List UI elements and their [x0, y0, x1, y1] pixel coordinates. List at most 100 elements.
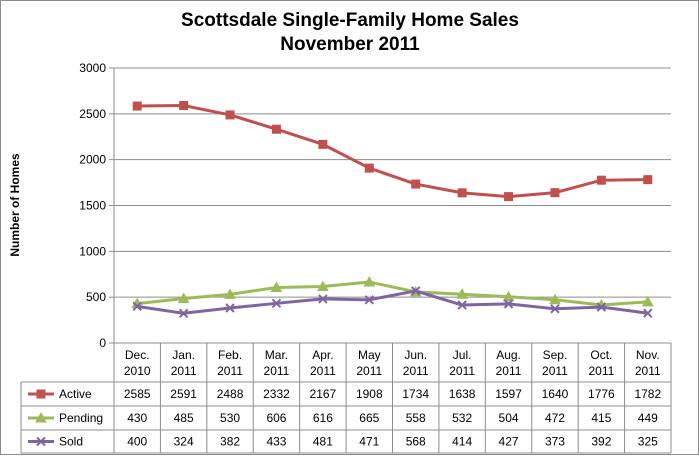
data-point-sold [457, 300, 467, 310]
category-label-month: Apr. [312, 348, 333, 362]
category-label-month: Nov. [636, 348, 660, 362]
data-point-pending [363, 276, 376, 287]
y-tick-label: 3000 [79, 61, 106, 75]
table-cell-active: 1640 [542, 387, 569, 401]
data-point-pending [456, 288, 468, 299]
table-cell-pending: 665 [359, 411, 379, 425]
table-cell-active: 2591 [170, 387, 197, 401]
data-point-active [411, 179, 421, 189]
table-cell-pending: 449 [638, 411, 658, 425]
category-label-month: Jun. [404, 348, 427, 362]
table-cell-active: 2167 [310, 387, 337, 401]
table-cell-active: 1776 [588, 387, 615, 401]
data-point-sold [318, 294, 328, 304]
data-point-pending [317, 280, 329, 292]
data-point-sold [178, 308, 189, 319]
data-point-active [364, 163, 374, 173]
y-axis-title: Number of Homes [8, 153, 22, 257]
table-cell-active: 1597 [495, 387, 522, 401]
y-tick-label: 500 [86, 290, 106, 304]
data-point-sold [271, 298, 282, 309]
category-label-year: 2011 [635, 364, 661, 378]
table-cell-pending: 472 [545, 411, 565, 425]
category-label-year: 2011 [171, 364, 197, 378]
table-cell-sold: 427 [499, 435, 519, 449]
data-point-sold [225, 303, 235, 313]
legend-label-pending: Pending [59, 411, 103, 425]
data-point-sold [132, 301, 142, 312]
table-cell-sold: 324 [174, 435, 194, 449]
y-tick-label: 1000 [79, 244, 106, 258]
series-line-pending [137, 280, 648, 307]
table-cell-sold: 373 [545, 435, 565, 449]
data-point-pending [224, 288, 236, 299]
category-label-month: May [358, 348, 381, 362]
data-point-pending [641, 295, 654, 307]
table-cell-sold: 414 [452, 435, 472, 449]
table-cell-pending: 532 [452, 411, 472, 425]
data-point-active [504, 192, 514, 202]
table-cell-sold: 382 [220, 435, 240, 449]
table-cell-pending: 616 [313, 411, 333, 425]
category-label-year: 2010 [124, 364, 151, 378]
data-point-sold [643, 308, 653, 318]
data-point-pending [549, 293, 561, 305]
data-point-active [132, 101, 142, 111]
table-cell-pending: 485 [174, 411, 194, 425]
table-cell-active: 2332 [263, 387, 290, 401]
table-cell-sold: 392 [591, 435, 611, 449]
y-tick-label: 1500 [79, 199, 106, 213]
y-tick-label: 2500 [79, 107, 106, 121]
table-cell-pending: 558 [406, 411, 426, 425]
chart-title-line-2: November 2011 [280, 34, 420, 55]
data-point-sold [503, 299, 514, 309]
category-label-year: 2011 [496, 364, 522, 378]
data-point-active [596, 175, 606, 185]
data-point-sold [550, 304, 560, 314]
table-cell-active: 2585 [124, 387, 151, 401]
data-point-sold [596, 302, 607, 312]
category-label-year: 2011 [217, 364, 243, 378]
category-label-year: 2011 [449, 364, 475, 378]
data-point-active [457, 188, 467, 198]
legend-key-marker-sold [36, 436, 46, 447]
table-cell-active: 1638 [449, 387, 476, 401]
legend-key-marker-active [36, 389, 46, 399]
table-cell-pending: 415 [591, 411, 611, 425]
table-cell-sold: 471 [359, 435, 379, 449]
data-point-active [318, 139, 328, 149]
data-point-pending [270, 281, 283, 292]
legend-label-active: Active [59, 387, 92, 401]
table-cell-active: 1734 [402, 387, 429, 401]
table-cell-sold: 433 [266, 435, 286, 449]
data-point-pending [177, 292, 190, 304]
table-cell-active: 1908 [356, 387, 383, 401]
table-cell-active: 1782 [634, 387, 661, 401]
table-cell-pending: 530 [220, 411, 240, 425]
category-label-month: Feb. [218, 348, 242, 362]
series-line-active [137, 103, 648, 199]
category-label-year: 2011 [588, 364, 614, 378]
legend-key-marker-pending [35, 411, 47, 423]
category-label-month: Jan. [172, 348, 195, 362]
table-cell-active: 2488 [217, 387, 244, 401]
category-label-month: Aug. [496, 348, 521, 362]
data-point-pending [502, 290, 515, 302]
data-point-sold [411, 286, 421, 296]
category-label-year: 2011 [356, 364, 382, 378]
series-line-sold [136, 289, 648, 315]
category-label-year: 2011 [264, 364, 290, 378]
table-cell-sold: 400 [127, 435, 147, 449]
y-tick-label: 2000 [79, 153, 106, 167]
table-cell-pending: 606 [266, 411, 286, 425]
data-point-active [179, 100, 189, 110]
table-cell-sold: 325 [638, 435, 658, 449]
data-point-active [271, 124, 281, 134]
legend-label-sold: Sold [59, 435, 83, 449]
category-label-month: Oct. [590, 348, 612, 362]
data-point-active [550, 188, 560, 198]
chart-title-line-1: Scottsdale Single-Family Home Sales [181, 10, 519, 31]
category-label-month: Mar. [265, 348, 288, 362]
